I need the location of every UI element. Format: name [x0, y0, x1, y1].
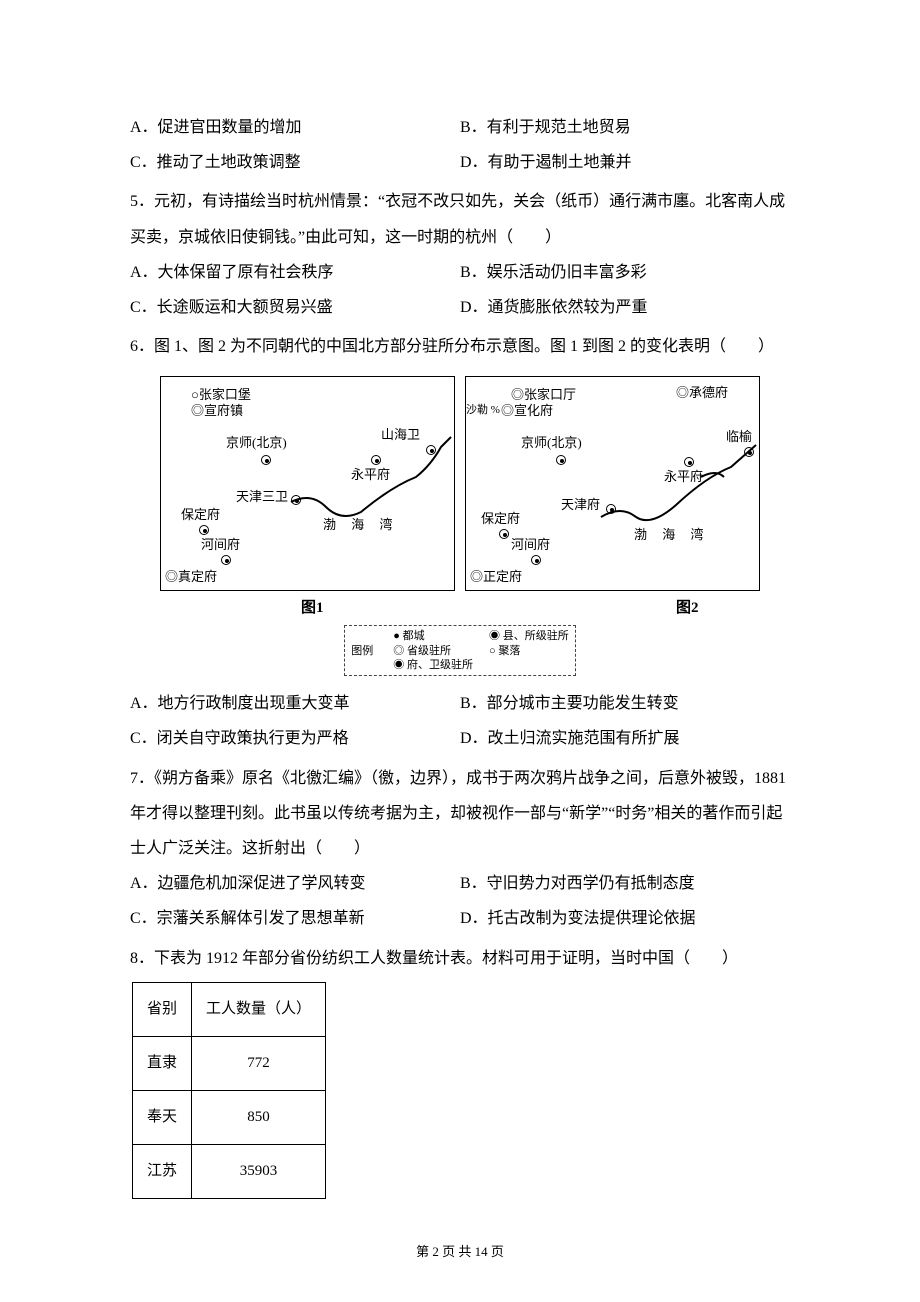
legend-item: ◎ 省级驻所: [393, 644, 473, 658]
option-c: C．闭关自守政策执行更为严格: [130, 721, 460, 756]
legend-item: ◉ 府、卫级驻所: [393, 658, 473, 672]
option-d: D．通货膨胀依然较为严重: [460, 290, 790, 325]
question-stem: 5．元初，有诗描绘当时杭州情景：“衣冠不改只如先，关会（纸币）通行满市廛。北客南…: [130, 184, 790, 254]
question-5: 5．元初，有诗描绘当时杭州情景：“衣冠不改只如先，关会（纸币）通行满市廛。北客南…: [130, 184, 790, 325]
question-stem: 7．《朔方备乘》原名《北徼汇编》（徼，边界），成书于两次鸦片战争之间，后意外被毁…: [130, 761, 790, 867]
option-a: A．促进官田数量的增加: [130, 110, 460, 145]
table-cell: 772: [192, 1036, 326, 1090]
question-8: 8．下表为 1912 年部分省份纺织工人数量统计表。材料可用于证明，当时中国（ …: [130, 941, 790, 1199]
coastline-icon: [161, 377, 456, 592]
map-legend: 图例 ● 都城 ◎ 省级驻所 ◉ 府、卫级驻所 ◉ 县、所级驻所 ○ 聚落: [344, 625, 576, 676]
map-caption: 图1: [301, 599, 324, 619]
option-row: A．促进官田数量的增加 B．有利于规范土地贸易: [130, 110, 790, 145]
map-1: ○张家口堡 ◎宣府镇 京师(北京) 山海卫 永平府 天津三卫 保定府 河间府 ◎…: [160, 376, 455, 591]
option-c: C．宗藩关系解体引发了思想革新: [130, 901, 460, 936]
table-row: 江苏 35903: [133, 1144, 326, 1198]
question-6: 6．图 1、图 2 为不同朝代的中国北方部分驻所分布示意图。图 1 到图 2 的…: [130, 329, 790, 756]
map-caption: 图2: [676, 599, 699, 619]
legend-column: ● 都城 ◎ 省级驻所 ◉ 府、卫级驻所: [393, 629, 473, 672]
option-b: B．守旧势力对西学仍有抵制态度: [460, 866, 790, 901]
option-b: B．有利于规范土地贸易: [460, 110, 790, 145]
legend-item: ◉ 县、所级驻所: [489, 629, 569, 643]
option-row: C．长途贩运和大额贸易兴盛 D．通货膨胀依然较为严重: [130, 290, 790, 325]
option-d: D．改土归流实施范围有所扩展: [460, 721, 790, 756]
table-row: 奉天 850: [133, 1090, 326, 1144]
option-a: A．大体保留了原有社会秩序: [130, 255, 460, 290]
option-a: A．边疆危机加深促进了学风转变: [130, 866, 460, 901]
legend-title: 图例: [351, 629, 373, 672]
question-7: 7．《朔方备乘》原名《北徼汇编》（徼，边界），成书于两次鸦片战争之间，后意外被毁…: [130, 761, 790, 937]
table-cell: 直隶: [133, 1036, 192, 1090]
table-header-row: 省别 工人数量（人）: [133, 982, 326, 1036]
table-header: 省别: [133, 982, 192, 1036]
maps-figure: ○张家口堡 ◎宣府镇 京师(北京) 山海卫 永平府 天津三卫 保定府 河间府 ◎…: [130, 376, 790, 591]
textile-workers-table: 省别 工人数量（人） 直隶 772 奉天 850 江苏 35903: [132, 982, 326, 1199]
coastline-icon: [466, 377, 761, 592]
option-row: A．边疆危机加深促进了学风转变 B．守旧势力对西学仍有抵制态度: [130, 866, 790, 901]
table-row: 直隶 772: [133, 1036, 326, 1090]
option-a: A．地方行政制度出现重大变革: [130, 686, 460, 721]
map-2: ◎张家口厅 ◎承德府 沙勒 % ◎宣化府 京师(北京) 临榆 永平府 天津府 保…: [465, 376, 760, 591]
option-row: A．大体保留了原有社会秩序 B．娱乐活动仍旧丰富多彩: [130, 255, 790, 290]
table-cell: 奉天: [133, 1090, 192, 1144]
option-d: D．托古改制为变法提供理论依据: [460, 901, 790, 936]
option-row: C．闭关自守政策执行更为严格 D．改土归流实施范围有所扩展: [130, 721, 790, 756]
option-row: C．宗藩关系解体引发了思想革新 D．托古改制为变法提供理论依据: [130, 901, 790, 936]
table-cell: 850: [192, 1090, 326, 1144]
page-footer: 第 2 页 共 14 页: [0, 1245, 920, 1258]
question-stem: 6．图 1、图 2 为不同朝代的中国北方部分驻所分布示意图。图 1 到图 2 的…: [130, 329, 790, 364]
option-row: A．地方行政制度出现重大变革 B．部分城市主要功能发生转变: [130, 686, 790, 721]
option-b: B．部分城市主要功能发生转变: [460, 686, 790, 721]
option-d: D．有助于遏制土地兼并: [460, 145, 790, 180]
option-c: C．推动了土地政策调整: [130, 145, 460, 180]
option-c: C．长途贩运和大额贸易兴盛: [130, 290, 460, 325]
legend-item: ● 都城: [393, 629, 473, 643]
question-4-options: A．促进官田数量的增加 B．有利于规范土地贸易 C．推动了土地政策调整 D．有助…: [130, 110, 790, 180]
table-cell: 江苏: [133, 1144, 192, 1198]
legend-column: ◉ 县、所级驻所 ○ 聚落: [489, 629, 569, 672]
table-header: 工人数量（人）: [192, 982, 326, 1036]
question-stem: 8．下表为 1912 年部分省份纺织工人数量统计表。材料可用于证明，当时中国（ …: [130, 941, 790, 976]
table-cell: 35903: [192, 1144, 326, 1198]
legend-item: ○ 聚落: [489, 644, 569, 658]
option-b: B．娱乐活动仍旧丰富多彩: [460, 255, 790, 290]
option-row: C．推动了土地政策调整 D．有助于遏制土地兼并: [130, 145, 790, 180]
